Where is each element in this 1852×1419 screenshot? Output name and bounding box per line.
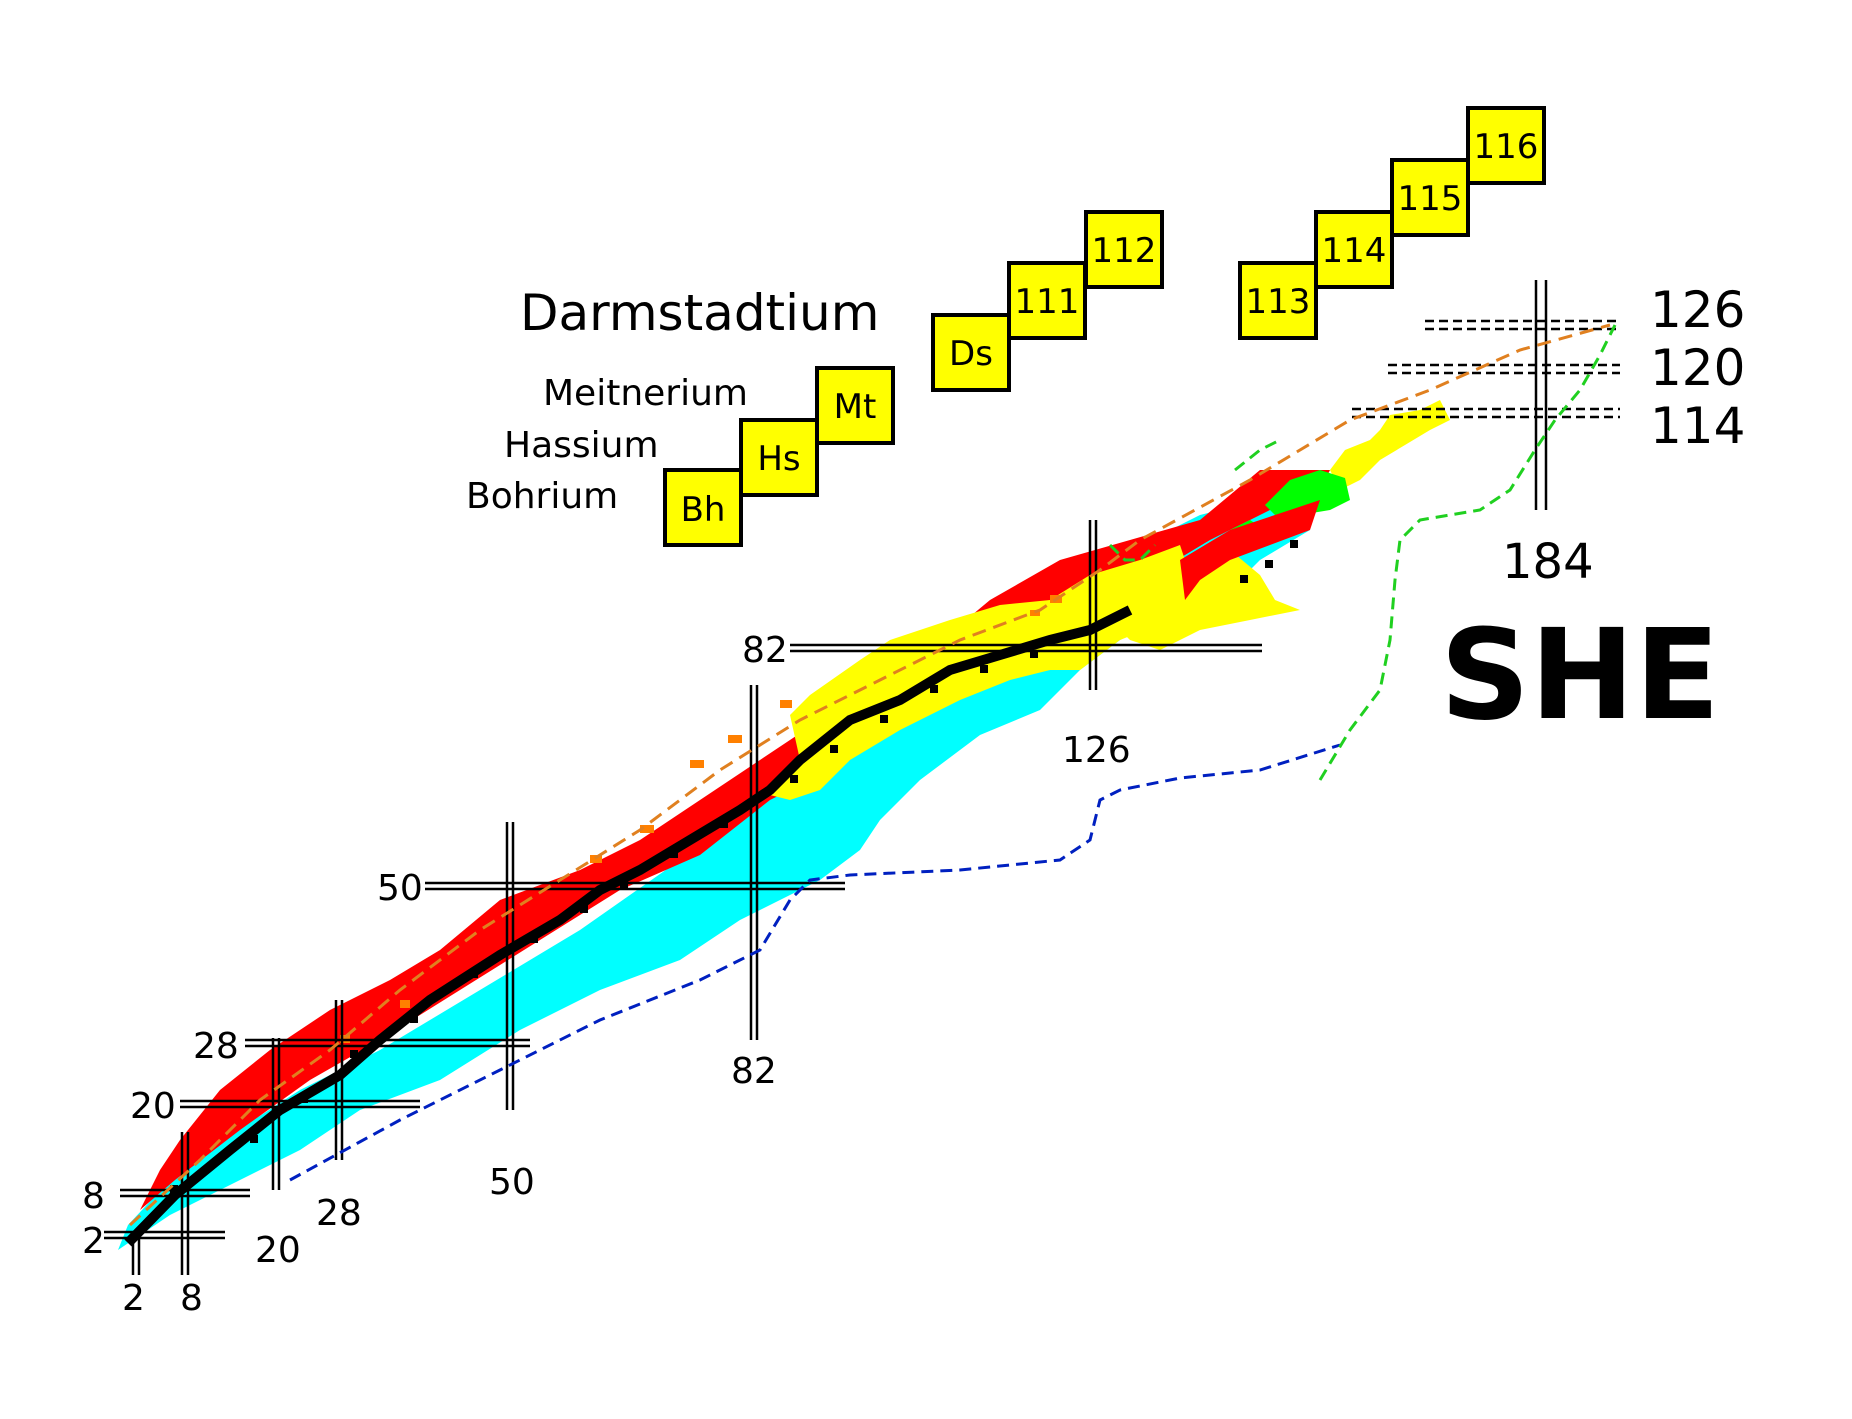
element-box-112-label: 112 <box>1092 231 1157 271</box>
element-box-114-label: 114 <box>1322 231 1387 271</box>
fission-limit-line-2 <box>1108 543 1157 562</box>
element-names: Darmstadtium Meitnerium Hassium Bohrium <box>466 284 879 517</box>
darmstadtium-name: Darmstadtium <box>520 284 879 342</box>
predicted-proton-126: 126 <box>1650 281 1745 339</box>
magic-lines <box>104 280 1548 1275</box>
neutron-magic-labels: 2 8 20 28 50 82 126 <box>122 730 1131 1319</box>
bohrium-name: Bohrium <box>466 476 618 517</box>
stable-nuclides-line <box>124 605 1133 1247</box>
element-box-111-label: 111 <box>1015 282 1080 322</box>
element-box-113: 113 <box>1238 261 1318 340</box>
element-box-114: 114 <box>1314 210 1394 289</box>
element-box-mt: Mt <box>815 366 895 445</box>
neutron-magic-20: 20 <box>255 1230 301 1271</box>
element-box-mt-label: Mt <box>834 387 877 427</box>
neutron-magic-2: 2 <box>122 1278 145 1319</box>
meitnerium-name: Meitnerium <box>543 373 748 414</box>
proton-magic-20: 20 <box>130 1086 176 1127</box>
element-box-112: 112 <box>1084 210 1164 289</box>
proton-magic-28: 28 <box>193 1026 239 1067</box>
neutron-drip-line <box>289 743 1341 1182</box>
element-box-bh-label: Bh <box>681 490 726 530</box>
beta-plus-region-heavy <box>1180 500 1320 600</box>
predicted-proton-lines <box>1352 319 1620 419</box>
alpha-region-she <box>1330 400 1450 490</box>
she-label: SHE <box>1440 603 1720 748</box>
predicted-proton-114: 114 <box>1650 397 1745 455</box>
element-box-116: 116 <box>1466 106 1546 185</box>
hassium-name: Hassium <box>504 425 659 466</box>
neutron-magic-50: 50 <box>489 1162 535 1203</box>
element-box-113-label: 113 <box>1246 282 1311 322</box>
element-box-hs-label: Hs <box>757 439 800 479</box>
element-box-bh: Bh <box>663 468 743 547</box>
element-box-hs: Hs <box>739 418 819 497</box>
proton-magic-2: 2 <box>82 1221 105 1262</box>
nuclide-band <box>118 400 1450 1250</box>
element-box-116-label: 116 <box>1474 127 1539 167</box>
proton-magic-50: 50 <box>377 868 423 909</box>
fission-limit-line-3 <box>1234 438 1281 472</box>
predicted-proton-120: 120 <box>1650 339 1745 397</box>
element-boxes: Bh Hs Mt Ds 111 112 113 114 <box>663 106 1546 547</box>
neutron-magic-28: 28 <box>316 1193 362 1234</box>
neutron-magic-82: 82 <box>731 1051 777 1092</box>
fission-limit-line <box>1318 324 1617 781</box>
neutron-magic-8: 8 <box>180 1278 203 1319</box>
alpha-region-heavy <box>1100 550 1300 650</box>
fission-region <box>1265 470 1350 515</box>
proton-magic-82: 82 <box>742 630 788 671</box>
proton-drip-line <box>128 323 1611 1227</box>
proton-magic-8: 8 <box>82 1176 105 1217</box>
predicted-neutron-184: 184 <box>1502 534 1594 590</box>
element-box-115-label: 115 <box>1398 179 1463 219</box>
neutron-magic-126: 126 <box>1062 730 1131 771</box>
proton-magic-labels: 2 8 20 28 50 82 <box>82 630 788 1262</box>
element-box-115: 115 <box>1390 158 1470 237</box>
predicted-magic-labels: 126 120 114 184 <box>1502 281 1745 590</box>
element-box-ds-label: Ds <box>949 334 993 374</box>
element-box-ds: Ds <box>931 313 1011 392</box>
element-box-111: 111 <box>1007 261 1087 340</box>
